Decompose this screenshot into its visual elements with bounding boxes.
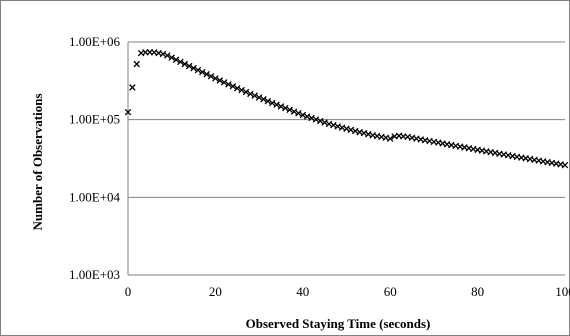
data-point xyxy=(290,108,298,115)
data-point xyxy=(199,68,206,76)
data-point xyxy=(185,62,193,70)
data-point xyxy=(386,135,394,142)
x-tick-label: 80 xyxy=(471,284,484,299)
data-point xyxy=(317,117,324,125)
data-point xyxy=(207,73,215,80)
x-tick-label: 60 xyxy=(384,284,397,299)
x-tick-label: 100 xyxy=(555,284,570,299)
data-point xyxy=(124,108,132,116)
data-point xyxy=(264,97,272,105)
data-point xyxy=(220,79,228,86)
y-tick-label: 1.00E+05 xyxy=(69,112,120,127)
data-point xyxy=(190,64,197,72)
data-point xyxy=(129,84,136,91)
y-tick-label: 1.00E+06 xyxy=(69,34,121,49)
x-tick-label: 40 xyxy=(296,284,309,299)
data-point xyxy=(242,88,250,96)
data-point xyxy=(194,66,202,74)
data-point xyxy=(203,70,210,78)
data-point xyxy=(164,52,171,59)
data-point xyxy=(299,111,307,119)
data-point xyxy=(172,56,180,64)
gridlines xyxy=(128,41,565,276)
data-point xyxy=(277,103,285,110)
data-point xyxy=(308,114,315,122)
y-axis-title: Number of Observations xyxy=(30,94,45,231)
data-point xyxy=(251,92,258,99)
data-point xyxy=(282,104,289,112)
data-point xyxy=(225,81,232,88)
data-point xyxy=(260,96,267,103)
data-point xyxy=(286,106,293,114)
data-points xyxy=(124,48,569,169)
data-point xyxy=(233,84,241,92)
data-point xyxy=(268,99,276,107)
x-tick-label: 0 xyxy=(125,284,132,299)
x-axis-title: Observed Staying Time (seconds) xyxy=(246,316,431,331)
data-point xyxy=(229,83,237,90)
data-point xyxy=(303,113,311,120)
y-tick-labels: 1.00E+03 1.00E+04 1.00E+05 1.00E+06 xyxy=(69,34,121,282)
data-point xyxy=(334,123,342,130)
data-point xyxy=(216,77,224,84)
data-point xyxy=(181,60,189,68)
data-point xyxy=(247,90,254,98)
data-point xyxy=(168,54,175,61)
y-tick-label: 1.00E+03 xyxy=(69,267,120,282)
data-point xyxy=(255,94,263,101)
data-point xyxy=(561,161,569,169)
data-point xyxy=(312,116,320,123)
y-tick-label: 1.00E+04 xyxy=(69,189,121,204)
data-point xyxy=(321,119,328,126)
data-point xyxy=(177,58,184,66)
x-tick-labels: 0 20 40 60 80 100 xyxy=(125,284,570,299)
data-point xyxy=(212,75,219,82)
data-point xyxy=(273,101,280,108)
data-point xyxy=(133,60,140,68)
data-point xyxy=(238,86,245,94)
data-point xyxy=(295,109,302,117)
data-point xyxy=(159,50,167,58)
x-tick-label: 20 xyxy=(209,284,222,299)
